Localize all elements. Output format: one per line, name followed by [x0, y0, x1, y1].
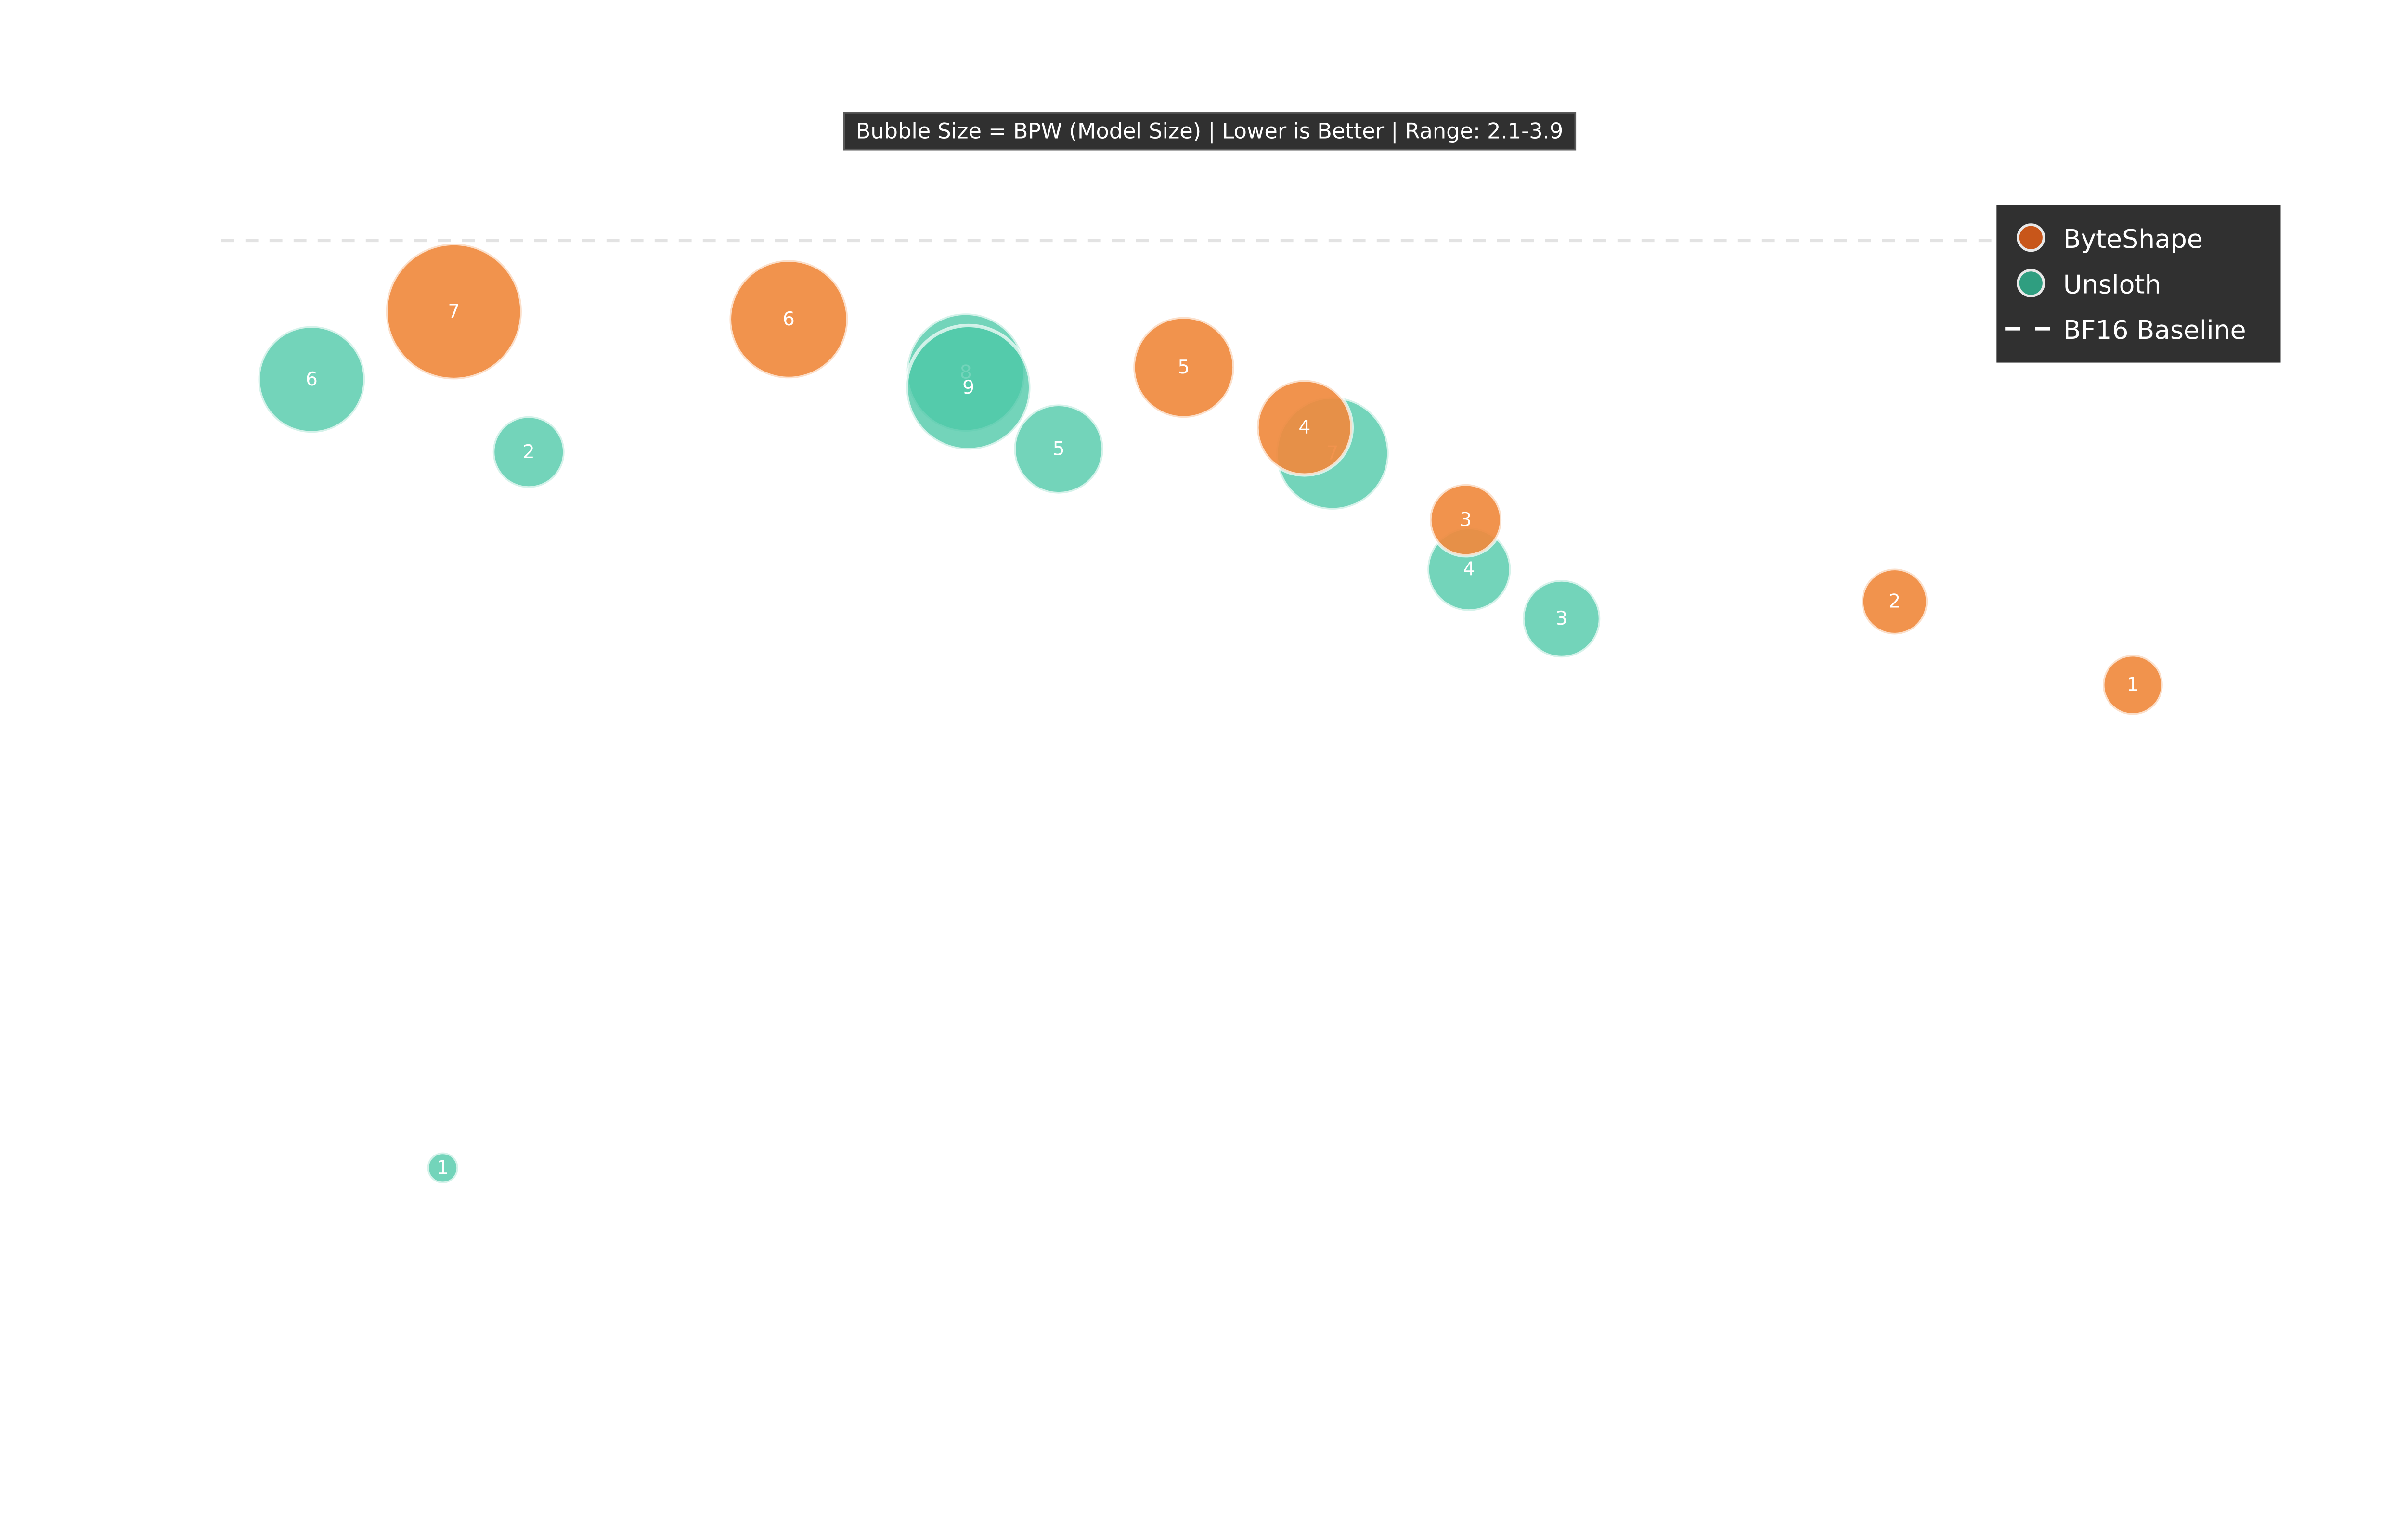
subtitle-box: Bubble Size = BPW (Model Size) | Lower i… [843, 112, 1577, 151]
bubble-label: 9 [962, 377, 974, 398]
legend-item-byteshape[interactable]: ByteShape [2017, 223, 2203, 254]
bubble-circle [2101, 653, 2165, 717]
bubble-unsloth-1[interactable]: 1 [425, 1151, 460, 1185]
bubble-label: 1 [437, 1157, 449, 1179]
bubble-circle [905, 323, 1033, 451]
bubble-label: 5 [1178, 357, 1190, 378]
chart-subtitle: Bubble Size = BPW (Model Size) | Lower i… [856, 118, 1563, 143]
bubble-unsloth-6[interactable]: 6 [256, 324, 367, 435]
legend-label-byteshape: ByteShape [2063, 224, 2203, 254]
bubble-circle [727, 258, 850, 380]
bubble-label: 3 [1555, 608, 1567, 629]
bubble-circle [1521, 578, 1602, 659]
bubble-circle [491, 414, 567, 490]
bubble-label: 4 [1298, 417, 1310, 438]
legend-item-baseline[interactable]: BF16 Baseline [2005, 315, 2246, 345]
bubble-label: 6 [306, 369, 318, 390]
bubble-unsloth-9[interactable]: 9 [905, 323, 1033, 451]
bubble-byteshape-1[interactable]: 1 [2101, 653, 2165, 717]
bubble-circle [1860, 566, 1929, 637]
bubble-label: 3 [1460, 509, 1472, 531]
bubble-circle [425, 1151, 460, 1185]
unsloth-swatch-icon [2017, 269, 2045, 297]
bubble-circle [1255, 378, 1354, 477]
bubble-chart: 1234567891234567 Bubble Size = BPW (Mode… [221, 112, 2281, 1185]
legend-label-unsloth: Unsloth [2063, 270, 2161, 300]
bubble-circle [1012, 402, 1105, 496]
bubble-byteshape-7[interactable]: 7 [384, 242, 524, 381]
bubble-label: 7 [448, 301, 460, 322]
bubble-label: 5 [1053, 438, 1065, 460]
bubble-byteshape-6[interactable]: 6 [727, 258, 850, 380]
bubble-circle [1131, 315, 1236, 420]
bubble-unsloth-2[interactable]: 2 [491, 414, 567, 490]
bubble-unsloth-3[interactable]: 3 [1521, 578, 1602, 659]
bubble-byteshape-3[interactable]: 3 [1428, 482, 1503, 558]
bubble-circle [256, 324, 367, 435]
bubble-label: 2 [523, 441, 535, 463]
bubble-circle [1428, 482, 1503, 558]
bubble-label: 1 [2127, 674, 2139, 696]
bubble-byteshape-2[interactable]: 2 [1860, 566, 1929, 637]
bubble-byteshape-4[interactable]: 4 [1255, 378, 1354, 477]
byteshape-swatch-icon [2017, 223, 2045, 252]
legend: ByteShape Unsloth BF16 Baseline [1996, 205, 2281, 363]
bubble-label: 2 [1889, 590, 1901, 612]
legend-label-baseline: BF16 Baseline [2063, 315, 2246, 345]
bubble-circle [384, 242, 524, 381]
bubble-label: 4 [1463, 559, 1475, 580]
legend-item-unsloth[interactable]: Unsloth [2017, 269, 2161, 300]
bubble-label: 6 [783, 308, 795, 330]
bubbles-layer: 1234567891234567 [256, 242, 2165, 1185]
bubble-unsloth-5[interactable]: 5 [1012, 402, 1105, 496]
bubble-byteshape-5[interactable]: 5 [1131, 315, 1236, 420]
